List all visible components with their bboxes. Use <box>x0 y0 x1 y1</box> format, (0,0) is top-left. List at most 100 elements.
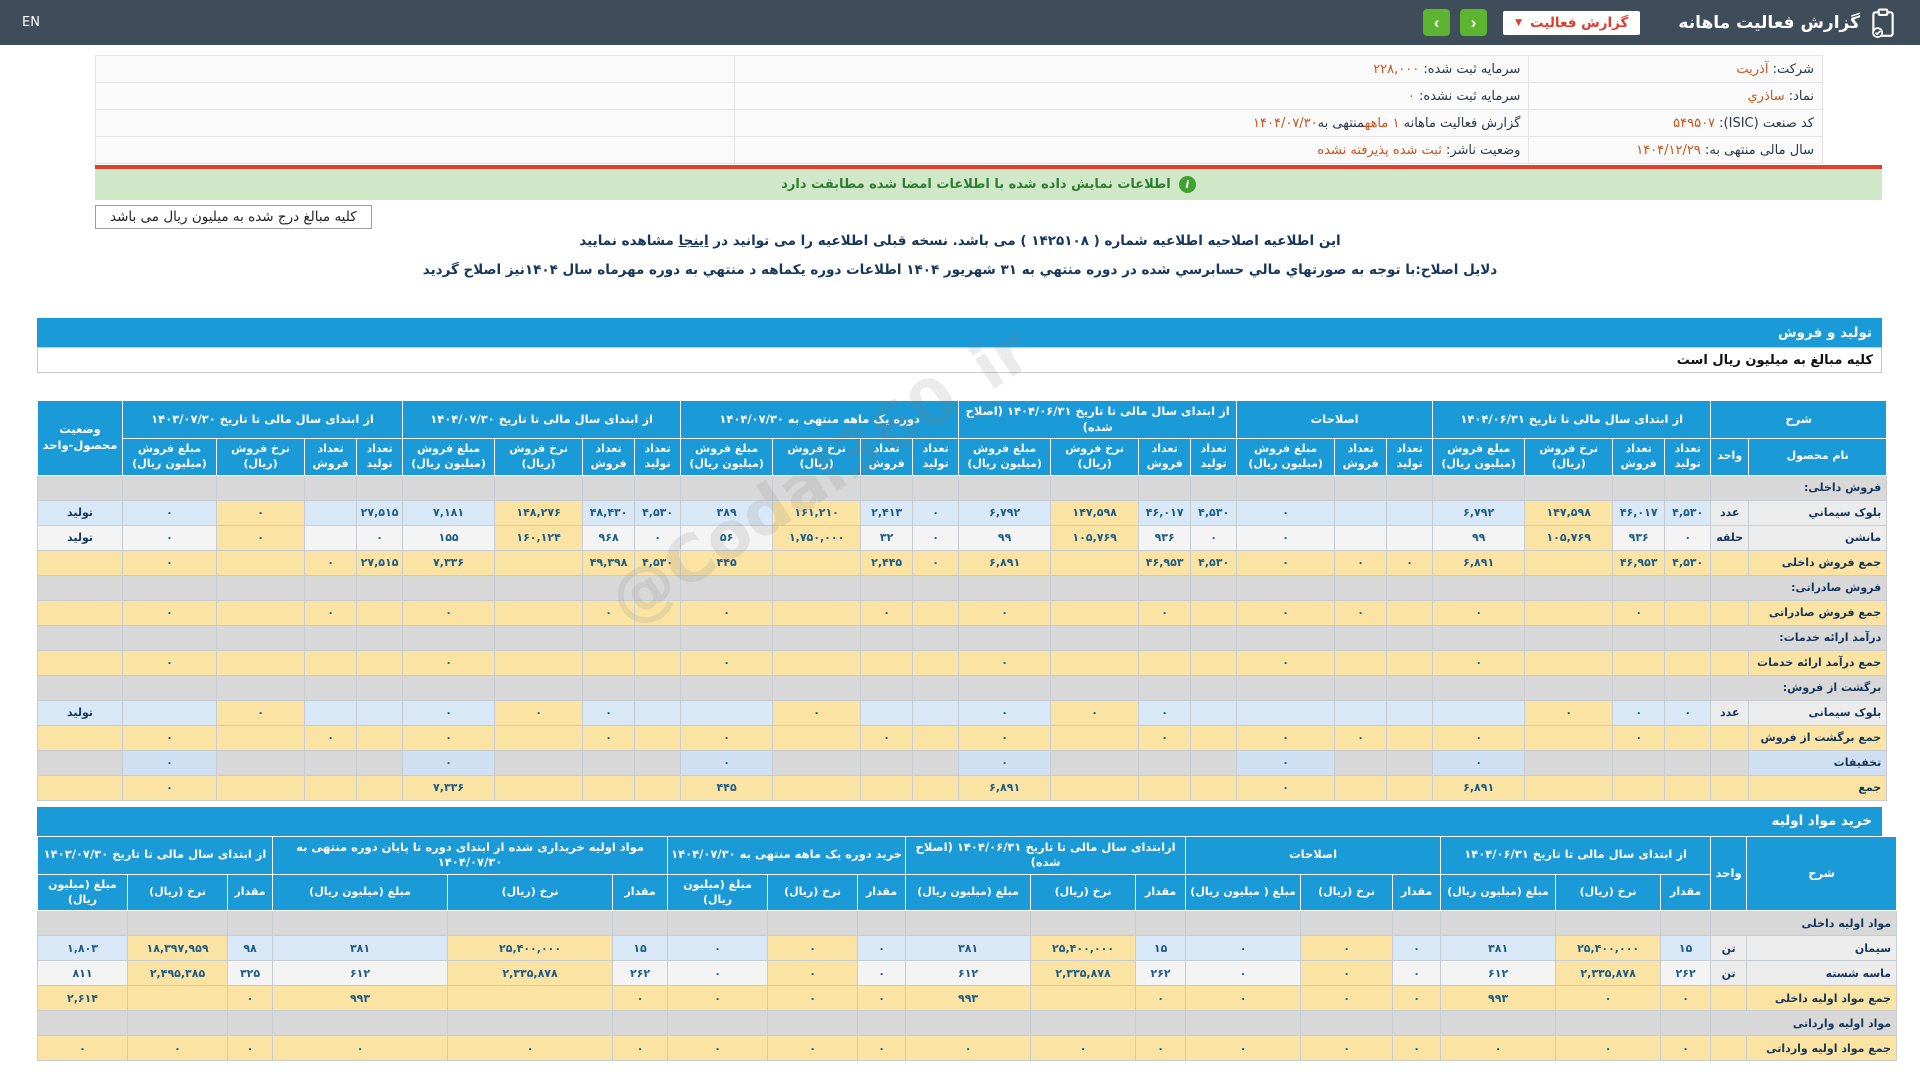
unit-cell: حلقه <box>1710 524 1750 551</box>
row-label: جمع درآمد ارائه خدمات <box>1748 649 1888 676</box>
prev-report-button[interactable]: ‹ <box>1423 9 1451 36</box>
value-cell: ۰ <box>667 935 769 962</box>
unit-cell <box>1710 649 1750 676</box>
value-cell: ۰ <box>1334 549 1388 576</box>
value-cell: ۰ <box>1236 549 1336 576</box>
product-row: مانشن حلقه ۰ ۹۳۶ ۱۰۵,۷۶۹ ۹۹ ۰ ۰ ۹۳۶ ۱۰۵,۷۶۹ ۹۹ ۰ ۳۲ ۱… <box>37 524 1888 551</box>
value-cell <box>1386 724 1434 751</box>
value-cell <box>356 774 404 801</box>
value-cell: ۰ <box>958 724 1052 751</box>
value-cell: ۰ <box>912 524 960 551</box>
value-cell: ۰ <box>402 699 496 726</box>
value-cell: ۲,۳۳۵,۸۷۸ <box>447 960 614 987</box>
value-cell <box>912 699 960 726</box>
info-value: ثبت شده پذیرفته نشده <box>1317 142 1442 158</box>
value-cell: ۰ <box>1432 749 1526 776</box>
col-sharh: شرح <box>1746 835 1898 912</box>
table-head: شرح از ابتدای سال مالی تا تاریخ ۱۴۰۴/۰۶/۳… <box>37 399 1888 476</box>
value-cell: ۰ <box>634 524 682 551</box>
table-cell <box>356 624 404 651</box>
previous-version-link[interactable]: اینجا <box>678 233 709 249</box>
section-row: مواد اولیه داخلی <box>36 910 1898 937</box>
table-cell <box>1386 624 1434 651</box>
table-cell <box>1030 1010 1137 1037</box>
info-value: ۱۴۰۴/۱۲/۲۹ <box>1636 142 1701 158</box>
col-sub-header: نرخ فروش (ریال) <box>494 438 584 476</box>
table-cell <box>1236 574 1336 601</box>
col-sub-header: مقدار <box>612 873 669 912</box>
next-report-button[interactable]: › <box>1460 9 1488 36</box>
value-cell: ۶۱۲ <box>905 960 1032 987</box>
col-sub-header: تعداد فروش <box>1334 438 1388 476</box>
table-cell <box>1555 910 1662 937</box>
red-divider <box>95 165 1882 169</box>
value-cell <box>1190 774 1238 801</box>
value-cell <box>356 649 404 676</box>
table-cell <box>121 624 218 651</box>
value-cell: ۶,۸۹۱ <box>958 774 1052 801</box>
value-cell: ۴,۵۳۰ <box>1664 549 1712 576</box>
report-type-dropdown[interactable]: گزارش فعالیت ▼ <box>1503 10 1641 35</box>
value-cell: ۰ <box>1440 1035 1557 1062</box>
value-cell <box>912 724 960 751</box>
table-cell <box>582 474 636 501</box>
col-sub-header: نرخ فروش (ریال) <box>1050 438 1140 476</box>
table-cell <box>1440 910 1557 937</box>
table-head: شرح واحد از ابتدای سال مالی تا تاریخ ۱۴۰۴/… <box>36 835 1898 912</box>
value-cell <box>634 724 682 751</box>
table-cell <box>1190 474 1238 501</box>
table-cell <box>36 910 129 937</box>
col-unit: واحد <box>1710 835 1748 912</box>
table-cell <box>1236 624 1336 651</box>
info-cell-right: سال مالی منتهی به: ۱۴۰۴/۱۲/۲۹ <box>1528 136 1823 164</box>
value-cell <box>772 724 862 751</box>
value-cell <box>1612 649 1666 676</box>
col-sub-header: مقدار <box>227 873 274 912</box>
value-cell: ۰ <box>1236 524 1336 551</box>
info-label: منتهی به <box>1317 115 1365 131</box>
row-label: جمع مواد اولیه داخلی <box>1746 985 1898 1012</box>
value-cell: ۰ <box>402 724 496 751</box>
value-cell: ۰ <box>1236 599 1336 626</box>
value-cell: ۴۴۵ <box>680 549 774 576</box>
value-cell: ۱۵۵ <box>402 524 496 551</box>
value-cell: ۰ <box>1185 935 1302 962</box>
status-cell <box>37 474 123 501</box>
table-cell <box>1432 574 1526 601</box>
value-cell: ۳۸۹ <box>680 499 774 526</box>
value-cell: ۰ <box>1386 549 1434 576</box>
value-cell <box>216 774 306 801</box>
table-cell <box>1432 624 1526 651</box>
value-cell <box>634 749 682 776</box>
value-cell: ۰ <box>958 749 1052 776</box>
value-cell <box>494 549 584 576</box>
value-cell: ۱۵ <box>612 935 669 962</box>
status-cell <box>37 774 123 801</box>
value-cell: ۴۹,۳۹۸ <box>582 549 636 576</box>
value-cell: ۱۰۵,۷۶۹ <box>1050 524 1140 551</box>
table-cell <box>958 474 1052 501</box>
value-cell <box>860 749 914 776</box>
table-cell <box>1555 1010 1662 1037</box>
value-cell <box>216 724 306 751</box>
value-cell: ۰ <box>1030 1035 1137 1062</box>
table-cell <box>1664 574 1712 601</box>
row-label: تخفیفات <box>1748 749 1888 776</box>
value-cell: ۰ <box>1334 724 1388 751</box>
value-cell <box>1334 774 1388 801</box>
value-cell <box>634 649 682 676</box>
value-cell <box>1664 599 1712 626</box>
col-sub-header: مبلغ ( میلیون ریال) <box>1185 873 1302 912</box>
info-value: ۱۴۰۴/۰۷/۳۰ <box>1253 115 1318 131</box>
value-cell: ۹۹ <box>958 524 1052 551</box>
value-cell <box>216 649 306 676</box>
value-cell: ۴,۵۳۰ <box>1190 499 1238 526</box>
header-group-row: شرح واحد از ابتدای سال مالی تا تاریخ ۱۴۰۴/… <box>36 835 1898 912</box>
language-toggle-en[interactable]: EN <box>22 15 40 30</box>
info-value: آذریت <box>1736 61 1769 77</box>
value-cell: ۰ <box>905 1035 1032 1062</box>
value-cell: ۰ <box>582 599 636 626</box>
table-cell <box>1236 474 1336 501</box>
value-cell <box>1190 749 1238 776</box>
table-cell <box>216 624 306 651</box>
